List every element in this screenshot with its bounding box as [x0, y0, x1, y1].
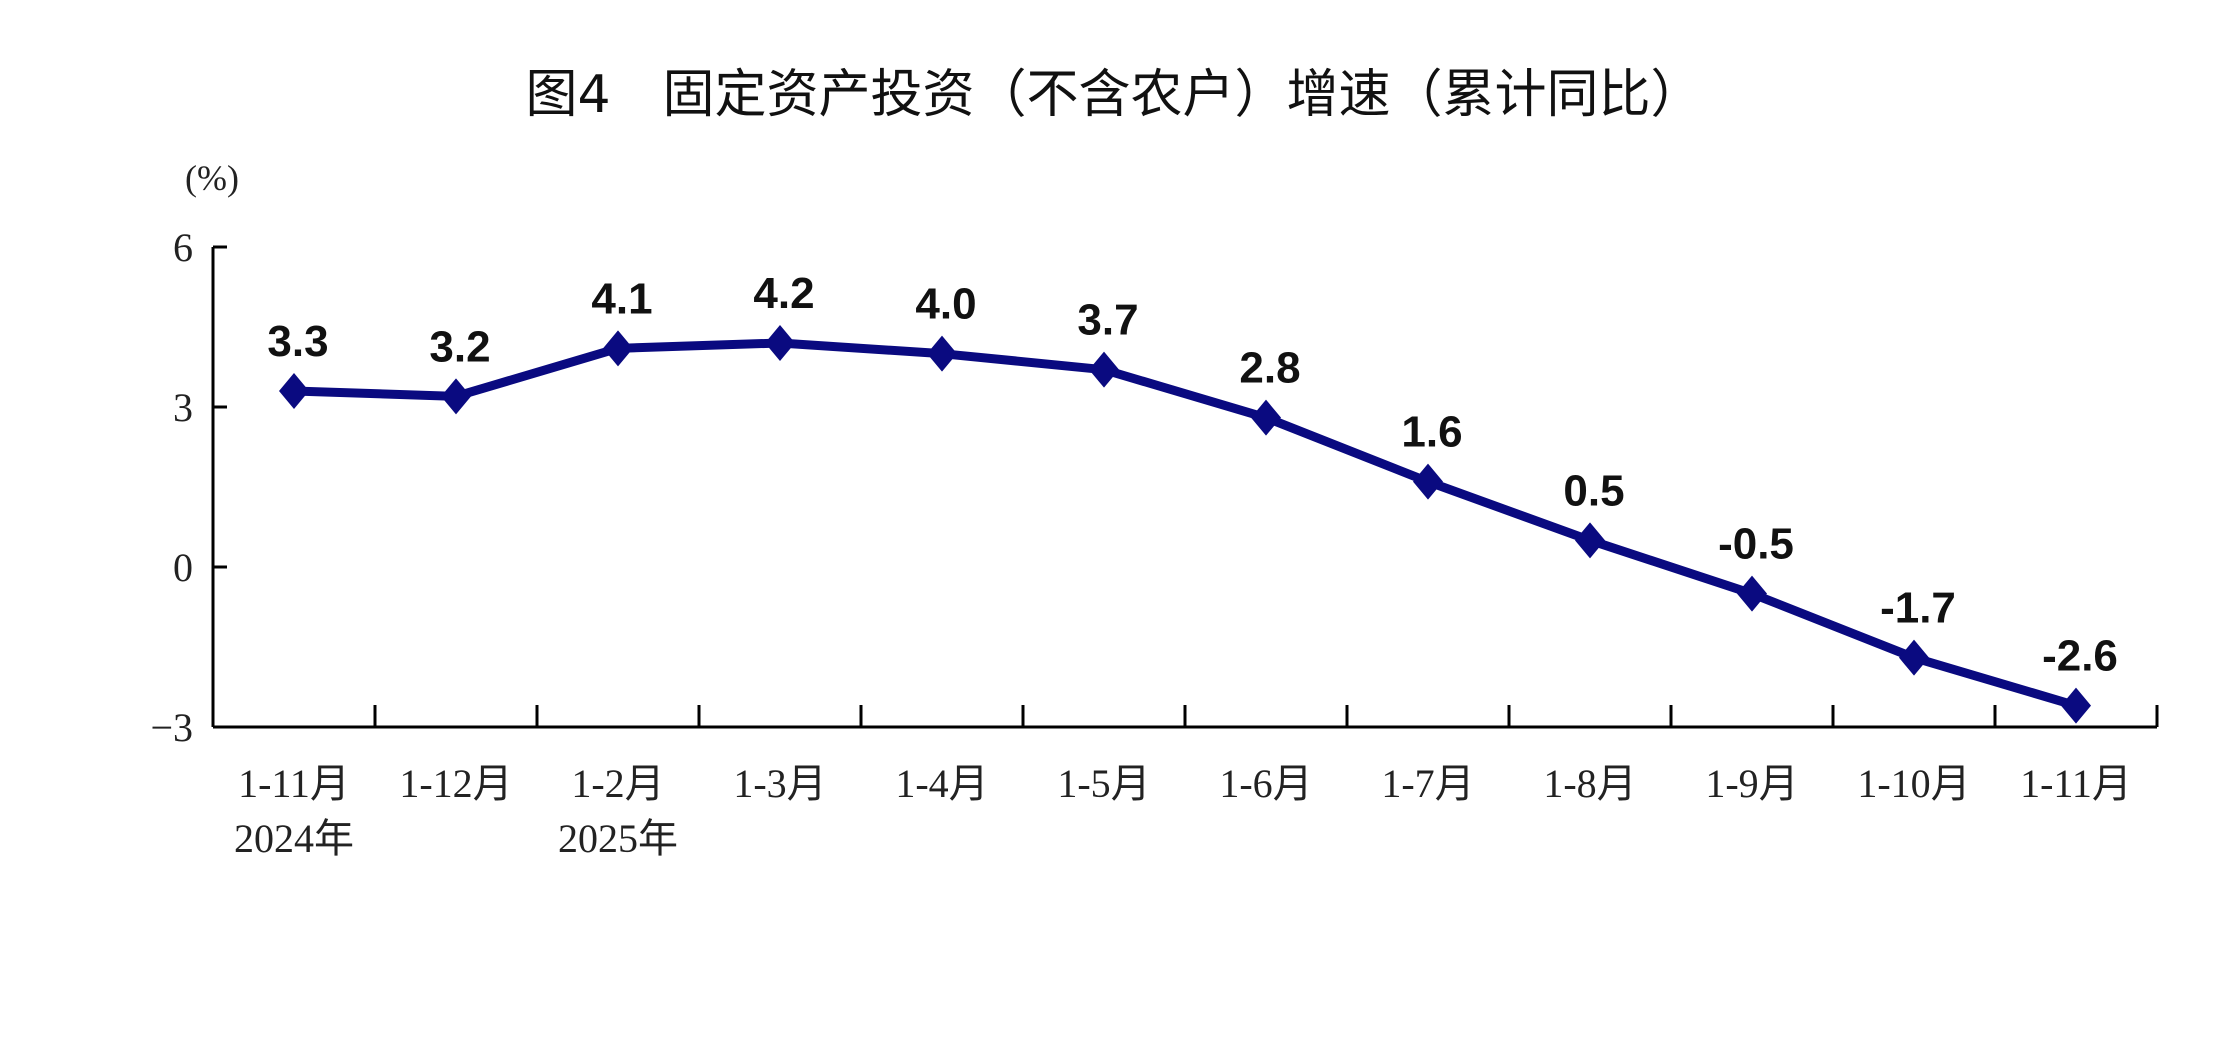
y-tick-label: 3 [173, 385, 193, 430]
data-point-marker [1899, 639, 1929, 676]
y-tick-label: 6 [173, 225, 193, 270]
data-point-marker [441, 378, 471, 415]
data-label: -0.5 [1718, 520, 1794, 569]
data-point-marker [927, 335, 957, 372]
data-label: 4.2 [753, 269, 814, 318]
y-tick-label: 0 [173, 545, 193, 590]
chart-title: 图4 固定资产投资（不含农户）增速（累计同比） [525, 65, 1702, 125]
x-tick-label: 1-10月 [1857, 761, 1970, 806]
data-label: 3.7 [1077, 296, 1138, 345]
data-point-marker [2061, 687, 2091, 724]
x-tick-sublabel: 2025年 [558, 816, 678, 861]
data-point-marker [1251, 399, 1281, 436]
x-tick-label: 1-7月 [1381, 761, 1474, 806]
x-tick-label: 1-4月 [895, 761, 988, 806]
x-tick-label: 1-12月 [399, 761, 512, 806]
data-label: 4.0 [915, 280, 976, 329]
series-line [293, 338, 2078, 710]
data-point-marker [765, 325, 795, 361]
data-label: -1.7 [1880, 584, 1956, 633]
x-tick-label: 1-5月 [1057, 761, 1150, 806]
x-tick-label: 1-6月 [1219, 761, 1312, 806]
x-tick-label: 1-9月 [1705, 761, 1798, 806]
data-label: 2.8 [1239, 344, 1300, 393]
x-tick-label: 1-8月 [1543, 761, 1636, 806]
data-point-marker [603, 330, 633, 367]
data-point-marker [1737, 575, 1767, 612]
data-label: 3.3 [267, 317, 328, 366]
data-point-marker [1575, 522, 1605, 559]
data-point-marker [1089, 351, 1119, 388]
data-label: 4.1 [591, 274, 652, 323]
y-axis-unit: (%) [185, 158, 239, 198]
data-label: 1.6 [1401, 408, 1462, 457]
x-tick-label: 1-3月 [733, 761, 826, 806]
x-tick-label: 1-11月 [2020, 761, 2132, 806]
data-label: -2.6 [2042, 632, 2118, 681]
x-tick-label: 1-2月 [571, 761, 664, 806]
data-label: 0.5 [1563, 466, 1624, 515]
data-label: 3.2 [429, 322, 490, 371]
data-point-marker [279, 373, 309, 409]
x-tick-label: 1-11月 [238, 761, 350, 806]
x-tick-sublabel: 2024年 [234, 816, 354, 861]
y-tick-label: −3 [150, 705, 193, 750]
data-point-marker [1413, 463, 1443, 500]
